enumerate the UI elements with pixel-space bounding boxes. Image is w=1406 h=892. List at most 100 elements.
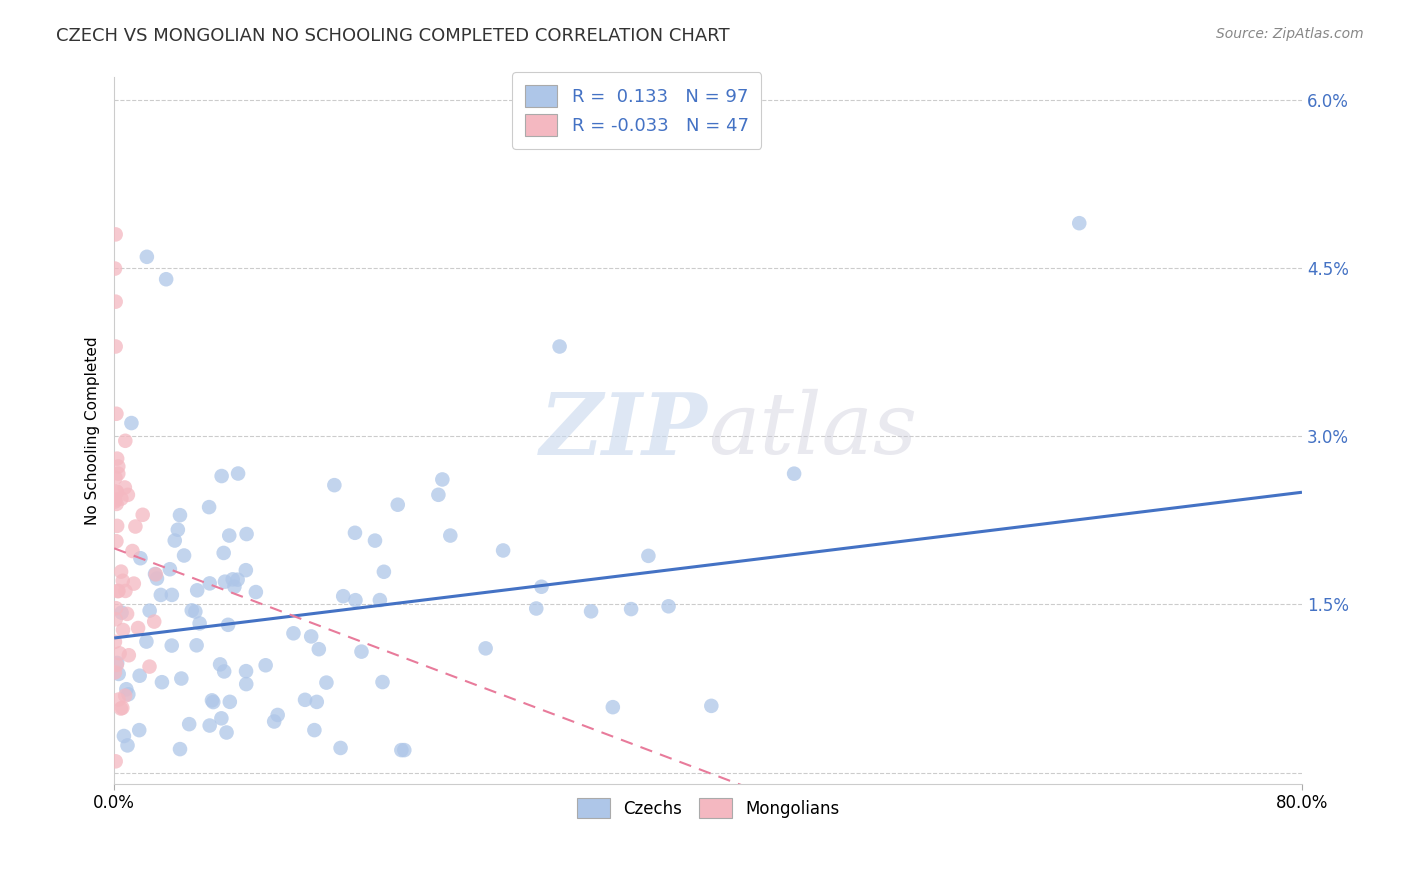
Point	[107, 667, 129, 681]
Point	[146, 572, 169, 586]
Point	[107, 584, 129, 599]
Point	[212, 665, 235, 679]
Point	[104, 754, 127, 768]
Point	[263, 714, 285, 729]
Point	[143, 566, 166, 581]
Point	[344, 593, 367, 607]
Point	[117, 488, 139, 502]
Point	[332, 589, 354, 603]
Point	[107, 692, 129, 706]
Point	[245, 585, 267, 599]
Point	[218, 528, 240, 542]
Point	[115, 682, 138, 697]
Point	[209, 657, 232, 672]
Point	[235, 677, 257, 691]
Point	[105, 534, 128, 549]
Text: ZIP: ZIP	[540, 389, 709, 473]
Point	[117, 687, 139, 701]
Point	[371, 675, 394, 690]
Point	[110, 565, 132, 579]
Point	[143, 615, 166, 629]
Point	[104, 492, 127, 507]
Point	[214, 574, 236, 589]
Point	[127, 621, 149, 635]
Point	[105, 497, 128, 511]
Point	[169, 508, 191, 523]
Point	[107, 467, 129, 481]
Point	[184, 605, 207, 619]
Point	[198, 500, 221, 515]
Point	[104, 665, 127, 680]
Point	[107, 583, 129, 598]
Point	[305, 695, 328, 709]
Point	[104, 612, 127, 626]
Point	[173, 549, 195, 563]
Point	[637, 549, 659, 563]
Point	[304, 723, 326, 738]
Point	[315, 675, 337, 690]
Point	[114, 434, 136, 448]
Point	[198, 576, 221, 591]
Point	[118, 648, 141, 663]
Point	[266, 708, 288, 723]
Point	[105, 656, 128, 670]
Point	[111, 574, 134, 588]
Point	[299, 629, 322, 643]
Point	[104, 601, 127, 615]
Point	[602, 700, 624, 714]
Point	[104, 227, 127, 242]
Point	[283, 626, 305, 640]
Point	[105, 485, 128, 500]
Point	[294, 693, 316, 707]
Point	[138, 604, 160, 618]
Point	[110, 701, 132, 715]
Point	[492, 543, 515, 558]
Point	[114, 583, 136, 598]
Point	[201, 693, 224, 707]
Point	[524, 601, 547, 615]
Point	[226, 467, 249, 481]
Point	[254, 658, 277, 673]
Point	[188, 616, 211, 631]
Point	[548, 339, 571, 353]
Point	[166, 523, 188, 537]
Point	[169, 742, 191, 756]
Point	[368, 593, 391, 607]
Point	[198, 718, 221, 732]
Point	[329, 741, 352, 756]
Text: atlas: atlas	[709, 389, 917, 472]
Point	[235, 664, 257, 678]
Point	[209, 711, 232, 725]
Point	[131, 508, 153, 522]
Point	[1069, 216, 1091, 230]
Point	[128, 723, 150, 738]
Point	[145, 567, 167, 582]
Point	[150, 675, 173, 690]
Point	[104, 634, 127, 648]
Point	[226, 573, 249, 587]
Point	[111, 701, 134, 715]
Point	[323, 478, 346, 492]
Point	[160, 639, 183, 653]
Point	[115, 607, 138, 621]
Point	[112, 729, 135, 743]
Point	[104, 471, 127, 485]
Point	[186, 638, 208, 652]
Point	[128, 669, 150, 683]
Point	[389, 743, 412, 757]
Legend: Czechs, Mongolians: Czechs, Mongolians	[569, 791, 846, 825]
Point	[783, 467, 806, 481]
Point	[394, 743, 416, 757]
Point	[105, 407, 128, 421]
Point	[202, 695, 225, 709]
Point	[104, 261, 127, 276]
Point	[432, 472, 454, 486]
Point	[105, 484, 128, 499]
Point	[121, 544, 143, 558]
Point	[124, 519, 146, 533]
Point	[343, 525, 366, 540]
Point	[105, 451, 128, 466]
Point	[114, 481, 136, 495]
Point	[170, 672, 193, 686]
Point	[159, 562, 181, 576]
